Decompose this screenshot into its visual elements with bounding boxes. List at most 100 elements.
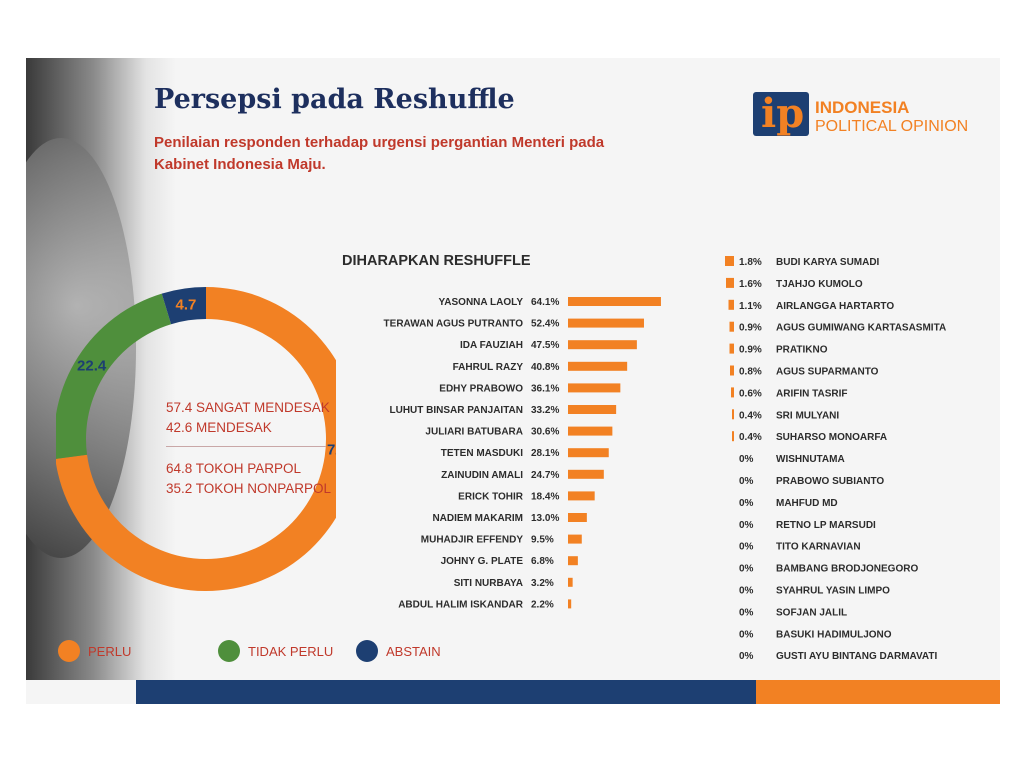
donut-slice-tidak-perlu bbox=[56, 293, 172, 459]
minor-category-label: SOFJAN JALIL bbox=[776, 607, 847, 618]
bar-category-label: MUHADJIR EFFENDY bbox=[421, 535, 524, 546]
bar bbox=[568, 577, 573, 587]
minor-value-label: 1.8% bbox=[739, 257, 762, 268]
minor-category-label: SUHARSO MONOARFA bbox=[776, 432, 887, 443]
minor-category-label: AIRLANGGA HARTARTO bbox=[776, 301, 894, 312]
logo-name-line1: INDONESIA bbox=[815, 98, 910, 117]
bar-category-label: NADIEM MAKARIM bbox=[432, 513, 523, 524]
bar-value-label: 13.0% bbox=[531, 513, 559, 524]
donut-value-label: 22.4 bbox=[77, 357, 107, 374]
minor-value-label: 0% bbox=[739, 454, 754, 465]
bar-chart-title: DIHARAPKAN RESHUFFLE bbox=[342, 253, 531, 269]
bar-value-label: 64.1% bbox=[531, 297, 559, 308]
minor-category-label: AGUS GUMIWANG KARTASASMITA bbox=[776, 323, 946, 334]
minor-bar bbox=[732, 409, 734, 420]
minor-value-label: 0% bbox=[739, 651, 754, 662]
minor-bar bbox=[725, 256, 734, 266]
minor-category-label: TJAHJO KUMOLO bbox=[776, 279, 863, 290]
bar-category-label: JULIARI BATUBARA bbox=[425, 427, 523, 438]
minor-category-label: AGUS SUPARMANTO bbox=[776, 367, 879, 378]
minor-value-label: 0% bbox=[739, 607, 754, 618]
bar-category-label: TETEN MASDUKI bbox=[441, 448, 523, 459]
donut-value-label: 72.9 bbox=[327, 442, 336, 459]
bar-category-label: SITI NURBAYA bbox=[454, 578, 523, 589]
minor-value-label: 0.9% bbox=[739, 323, 762, 334]
minor-bar bbox=[726, 277, 734, 288]
minor-value-label: 0.4% bbox=[739, 410, 762, 421]
legend-label-perlu: PERLU bbox=[88, 644, 132, 659]
bar bbox=[568, 448, 609, 458]
bar-category-label: EDHY PRABOWO bbox=[439, 383, 523, 394]
minor-value-label: 1.1% bbox=[739, 301, 762, 312]
bar-value-label: 2.2% bbox=[531, 599, 554, 610]
minor-value-label: 0.6% bbox=[739, 388, 762, 399]
minor-category-label: PRATIKNO bbox=[776, 345, 828, 356]
bar-category-label: YASONNA LAOLY bbox=[439, 297, 524, 308]
bar bbox=[568, 340, 637, 350]
bar bbox=[568, 599, 572, 609]
minor-bar bbox=[729, 321, 734, 332]
infographic-card: Persepsi pada Reshuffle Penilaian respon… bbox=[26, 58, 1000, 704]
minor-value-label: 1.6% bbox=[739, 279, 762, 290]
bar-category-label: ZAINUDIN AMALI bbox=[441, 470, 523, 481]
bar-category-label: IDA FAUZIAH bbox=[460, 340, 523, 351]
logo-mark-text: ip bbox=[761, 90, 805, 137]
legend-swatch-perlu bbox=[58, 640, 80, 662]
bar-value-label: 52.4% bbox=[531, 319, 559, 330]
minor-value-label: 0.8% bbox=[739, 367, 762, 378]
minor-bar bbox=[728, 299, 734, 310]
note-tokoh-parpol: 64.8 TOKOH PARPOL bbox=[166, 461, 302, 476]
legend-label-tidak-perlu: TIDAK PERLU bbox=[248, 644, 334, 659]
bar bbox=[568, 361, 628, 371]
brand-logo: ip INDONESIA POLITICAL OPINION bbox=[753, 84, 993, 144]
minor-category-label: SRI MULYANI bbox=[776, 410, 839, 421]
minor-value-label: 0.4% bbox=[739, 432, 762, 443]
bar bbox=[568, 469, 604, 479]
note-mendesak: 42.6 MENDESAK bbox=[166, 420, 272, 435]
bar bbox=[568, 513, 587, 522]
footer-band-blue bbox=[136, 680, 756, 704]
minor-bar bbox=[730, 365, 734, 376]
minor-category-label: SYAHRUL YASIN LIMPO bbox=[776, 586, 890, 597]
bar-value-label: 47.5% bbox=[531, 340, 559, 351]
minor-category-label: ARIFIN TASRIF bbox=[776, 388, 847, 399]
minor-value-label: 0% bbox=[739, 564, 754, 575]
note-tokoh-nonparpol: 35.2 TOKOH NONPARPOL bbox=[166, 481, 332, 496]
minor-value-label: 0% bbox=[739, 629, 754, 640]
minor-bar bbox=[732, 431, 734, 442]
note-divider bbox=[166, 446, 326, 447]
page-title: Persepsi pada Reshuffle bbox=[154, 84, 515, 115]
minor-category-label: BUDI KARYA SUMADI bbox=[776, 257, 880, 268]
minor-value-label: 0% bbox=[739, 542, 754, 553]
bar-category-label: LUHUT BINSAR PANJAITAN bbox=[389, 405, 523, 416]
minor-category-label: WISHNUTAMA bbox=[776, 454, 845, 465]
legend-swatch-abstain bbox=[356, 640, 378, 662]
minor-bar bbox=[729, 343, 734, 354]
bar-value-label: 18.4% bbox=[531, 491, 559, 502]
logo-mark: ip bbox=[753, 90, 809, 137]
bar-value-label: 9.5% bbox=[531, 535, 554, 546]
minor-category-label: TITO KARNAVIAN bbox=[776, 542, 861, 553]
bar-value-label: 40.8% bbox=[531, 362, 559, 373]
donut-chart: 72.9 22.4 4.7 bbox=[56, 287, 336, 591]
minor-category-label: RETNO LP MARSUDI bbox=[776, 520, 876, 531]
note-sangat-mendesak: 57.4 SANGAT MENDESAK bbox=[166, 400, 330, 415]
minor-bar bbox=[731, 387, 734, 398]
minor-value-label: 0% bbox=[739, 586, 754, 597]
bar bbox=[568, 556, 578, 566]
bar-category-label: FAHRUL RAZY bbox=[453, 362, 524, 373]
bar bbox=[568, 534, 582, 544]
bar-category-label: ABDUL HALIM ISKANDAR bbox=[398, 599, 524, 610]
bar bbox=[568, 297, 661, 306]
minor-value-label: 0% bbox=[739, 476, 754, 487]
bar-value-label: 24.7% bbox=[531, 470, 559, 481]
logo-name-line2: POLITICAL OPINION bbox=[815, 118, 969, 135]
minor-category-label: PRABOWO SUBIANTO bbox=[776, 476, 884, 487]
bar bbox=[568, 383, 621, 393]
minor-category-label: BASUKI HADIMULJONO bbox=[776, 629, 892, 640]
bar bbox=[568, 405, 617, 414]
minor-value-label: 0% bbox=[739, 520, 754, 531]
footer-band-orange bbox=[756, 680, 1000, 704]
legend-swatch-tidak-perlu bbox=[218, 640, 240, 662]
minor-value-label: 0% bbox=[739, 498, 754, 509]
